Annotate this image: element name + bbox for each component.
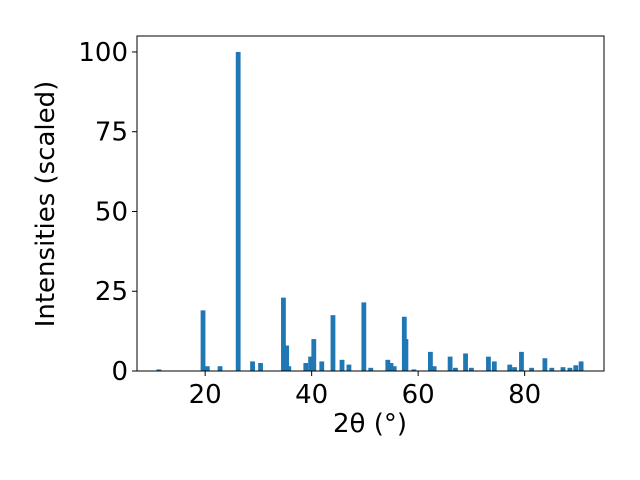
- plot-frame: [136, 35, 605, 372]
- bar: [542, 358, 548, 371]
- bar: [573, 365, 579, 371]
- bar: [385, 359, 391, 371]
- bar: [519, 351, 524, 371]
- bar: [286, 366, 292, 371]
- bar: [411, 369, 417, 371]
- bar: [391, 366, 397, 371]
- bar: [258, 363, 263, 371]
- y-tick-label: 75: [95, 118, 128, 148]
- bar: [204, 366, 210, 371]
- y-tick-label: 50: [95, 197, 128, 227]
- bar: [284, 345, 290, 371]
- bar: [463, 353, 468, 371]
- y-axis-label: Intensities (scaled): [31, 81, 61, 328]
- bar: [217, 366, 223, 371]
- bar: [567, 367, 573, 371]
- bar: [512, 367, 517, 371]
- bar: [529, 367, 534, 371]
- y-tick-label: 100: [78, 38, 128, 68]
- x-tick-label: 40: [295, 380, 328, 410]
- bar: [339, 359, 345, 371]
- bar: [308, 356, 313, 371]
- x-tick-label: 60: [402, 380, 435, 410]
- bar: [486, 356, 491, 371]
- bar: [388, 363, 394, 371]
- x-tick-label: 80: [508, 380, 541, 410]
- bar: [428, 351, 433, 371]
- bar: [453, 367, 458, 371]
- bar: [368, 367, 374, 371]
- bar: [560, 367, 566, 371]
- bar: [491, 361, 497, 371]
- bar: [361, 302, 367, 371]
- bar: [311, 339, 317, 371]
- bar: [330, 315, 336, 371]
- bar: [319, 361, 325, 371]
- bar: [281, 297, 286, 371]
- bar: [250, 361, 255, 371]
- bar: [578, 361, 584, 371]
- bar: [235, 51, 241, 371]
- x-tick-label: 20: [189, 380, 222, 410]
- y-tick-label: 0: [111, 357, 128, 387]
- bar: [303, 363, 309, 371]
- bar: [447, 356, 453, 371]
- y-tick-label: 25: [95, 277, 128, 307]
- bar: [507, 364, 513, 371]
- bar: [346, 364, 352, 371]
- x-axis-label: 2θ (°): [333, 409, 407, 439]
- bar: [431, 366, 437, 371]
- bar: [200, 310, 206, 371]
- bar: [469, 367, 474, 371]
- bar: [403, 339, 409, 371]
- bar: [156, 369, 162, 371]
- bar: [549, 367, 555, 371]
